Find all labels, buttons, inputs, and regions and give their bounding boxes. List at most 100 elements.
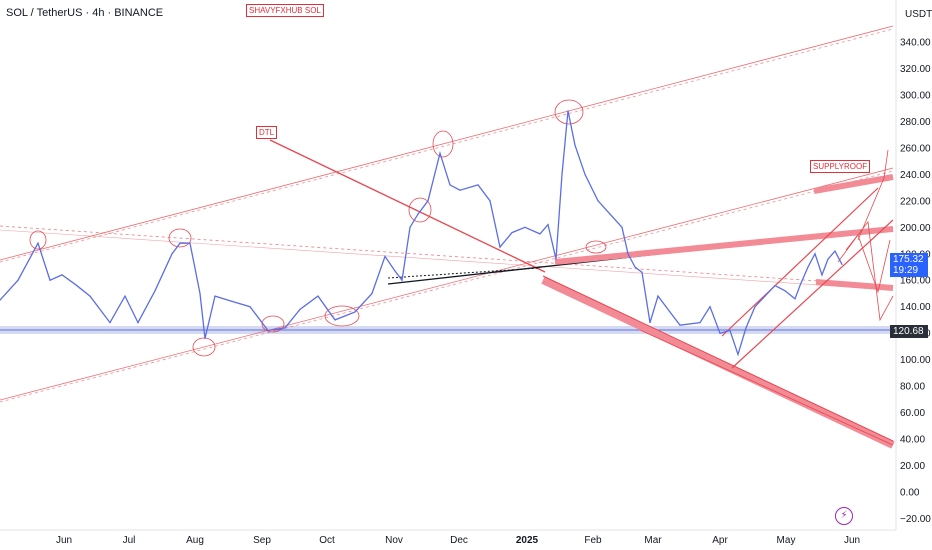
price-point xyxy=(834,250,836,252)
price-point xyxy=(384,255,386,257)
price-point xyxy=(199,292,201,295)
y-tick-label: 300.00 xyxy=(900,90,931,101)
highlight-circle xyxy=(554,99,584,125)
price-point xyxy=(719,332,721,334)
highlight-circle xyxy=(408,197,432,223)
price-point xyxy=(729,329,731,332)
price-point xyxy=(764,295,766,297)
price-point xyxy=(609,213,611,215)
price-point xyxy=(841,263,843,265)
dtl-line xyxy=(269,139,546,273)
price-point xyxy=(547,224,549,226)
rising-channel-lower xyxy=(731,219,894,369)
projection-path-2 xyxy=(845,220,894,322)
x-tick-label: Jun xyxy=(56,535,72,546)
chart-title: SOL / TetherUS · 4h · BINANCE xyxy=(6,7,164,19)
price-point xyxy=(409,226,411,228)
price-point xyxy=(567,110,569,112)
upper-channel-dashed xyxy=(0,28,894,263)
x-tick-label: Mar xyxy=(644,535,662,546)
lower-channel-line xyxy=(0,167,894,401)
price-point xyxy=(621,226,623,228)
price-point xyxy=(284,327,286,329)
y-tick-label: 240.00 xyxy=(900,170,931,181)
y-tick-label: 140.00 xyxy=(900,302,931,313)
y-tick-label: 320.00 xyxy=(900,64,931,75)
x-tick-label: Aug xyxy=(186,535,204,546)
descending-zone-edge xyxy=(542,275,894,442)
supply-zone xyxy=(813,174,894,194)
price-point xyxy=(511,232,513,234)
price-point xyxy=(754,306,756,308)
price-point xyxy=(669,311,671,313)
mid-descending-dashed xyxy=(0,225,894,287)
price-point xyxy=(249,306,251,308)
price-point xyxy=(427,200,429,202)
price-point xyxy=(267,329,269,332)
descending-zone xyxy=(541,276,895,449)
lower-descending-line xyxy=(639,329,894,446)
price-point xyxy=(784,290,786,292)
y-tick-label: 260.00 xyxy=(900,143,931,154)
y-tick-label: −20.00 xyxy=(900,514,931,525)
price-point xyxy=(489,200,491,202)
support-price-badge: 120.68 xyxy=(890,325,928,338)
x-tick-label: Feb xyxy=(584,535,602,546)
price-point xyxy=(354,311,356,313)
y-tick-label: 100.00 xyxy=(900,355,931,366)
price-point xyxy=(49,279,51,281)
price-point xyxy=(627,253,629,255)
price-point xyxy=(37,242,39,244)
y-tick-label: 80.00 xyxy=(900,382,925,393)
price-point xyxy=(584,173,586,175)
lightning-icon[interactable]: ⚡ xyxy=(835,507,853,525)
x-tick-label: Nov xyxy=(385,535,403,546)
highlight-circle xyxy=(585,240,607,254)
y-tick-label: 200.00 xyxy=(900,223,931,234)
price-point xyxy=(371,292,373,295)
price-point xyxy=(774,284,776,287)
price-point xyxy=(499,246,501,248)
price-point xyxy=(109,322,111,324)
upper-channel-line xyxy=(0,25,894,261)
price-point xyxy=(737,353,739,355)
current-price-badge: 175.32 19:29 xyxy=(890,253,928,277)
price-point xyxy=(459,189,461,191)
current-price-value: 175.32 xyxy=(893,254,924,265)
lower-zone xyxy=(815,279,894,291)
price-point xyxy=(0,299,1,301)
price-point xyxy=(401,279,403,281)
supply-roof-label: SUPPLYROOF xyxy=(810,160,871,173)
price-point xyxy=(799,284,801,287)
price-point xyxy=(539,233,541,235)
price-point xyxy=(299,308,301,310)
dtl-label: DTL xyxy=(256,126,278,139)
price-point xyxy=(74,283,76,285)
price-point xyxy=(745,327,747,329)
price-point xyxy=(699,322,701,324)
price-point xyxy=(597,200,599,202)
highlight-circle xyxy=(168,228,192,248)
y-tick-label: 20.00 xyxy=(900,461,925,472)
x-tick-label: Apr xyxy=(712,535,728,546)
price-point xyxy=(394,270,396,272)
y-tick-label: 0.00 xyxy=(900,488,920,499)
price-point xyxy=(574,144,576,146)
price-point xyxy=(634,266,636,268)
price-point xyxy=(317,295,319,297)
price-point xyxy=(814,253,816,255)
watermark-label: SHAVYFXHUB SOL xyxy=(246,4,324,17)
price-unit-label: USDT xyxy=(905,9,932,20)
highlight-circle xyxy=(192,337,216,357)
price-point xyxy=(807,266,809,268)
price-point xyxy=(555,258,557,260)
price-point xyxy=(89,295,91,297)
price-point xyxy=(449,184,451,186)
projection-path-3 xyxy=(857,149,889,241)
price-point xyxy=(189,242,191,244)
y-tick-label: 160.00 xyxy=(900,276,931,287)
price-point xyxy=(124,295,126,297)
highlight-circle xyxy=(432,130,454,158)
resistance-zone xyxy=(554,226,894,265)
